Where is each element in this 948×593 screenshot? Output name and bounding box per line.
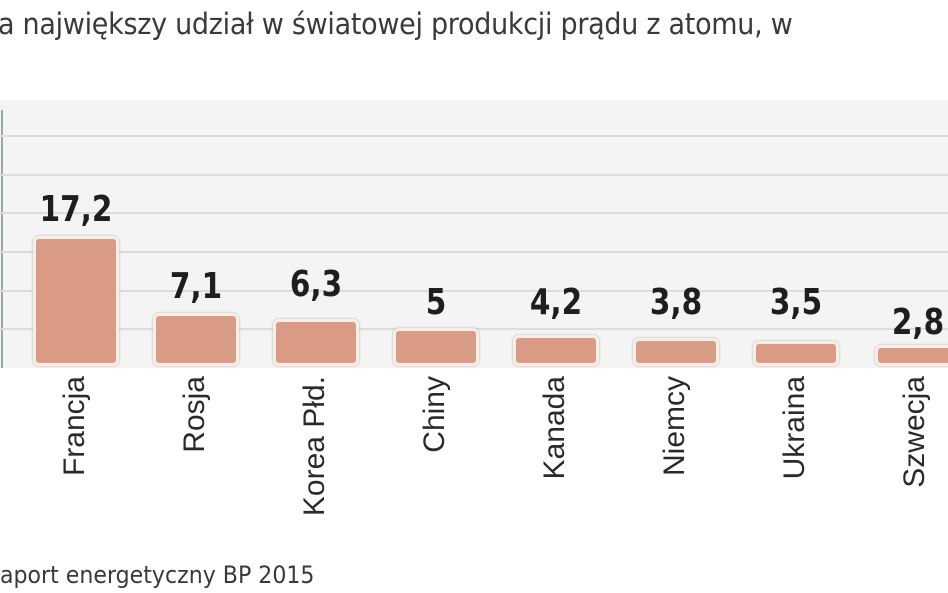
- gridline: [0, 212, 948, 214]
- gridline: [0, 290, 948, 292]
- value-label: 3,8: [649, 282, 703, 323]
- value-label: 2,8: [891, 302, 945, 343]
- category-label: Ukraina: [778, 376, 811, 480]
- category-label: Francja: [58, 376, 91, 477]
- chart-title: a największy udział w światowej produkcj…: [0, 7, 793, 41]
- bar-ukraina: [753, 341, 839, 366]
- value-label: 7,1: [169, 266, 223, 307]
- category-label: Rosja: [178, 376, 211, 453]
- value-label: 4,2: [529, 282, 583, 323]
- bar-kanada: [513, 335, 599, 366]
- gridline: [0, 251, 948, 253]
- category-label: Niemcy: [658, 376, 691, 477]
- y-axis-line: [1, 110, 3, 368]
- value-label: 3,5: [769, 282, 823, 323]
- category-label: Chiny: [418, 376, 451, 453]
- category-label: Kanada: [538, 376, 571, 480]
- category-label: Korea Płd.: [298, 376, 331, 517]
- gridline: [0, 174, 948, 176]
- bar-rosja: [153, 313, 239, 366]
- value-label: 5: [425, 282, 447, 323]
- bar-niemcy: [633, 338, 719, 366]
- category-label: Szwecja: [898, 376, 931, 488]
- bar-chiny: [393, 328, 479, 366]
- value-label: 6,3: [289, 264, 343, 305]
- bar-szwecja: [875, 345, 948, 366]
- value-label: 17,2: [39, 189, 113, 230]
- source-note: aport energetyczny BP 2015: [0, 561, 315, 589]
- gridline: [0, 135, 948, 137]
- bar-francja: [33, 236, 119, 366]
- bar-korea: [273, 319, 359, 366]
